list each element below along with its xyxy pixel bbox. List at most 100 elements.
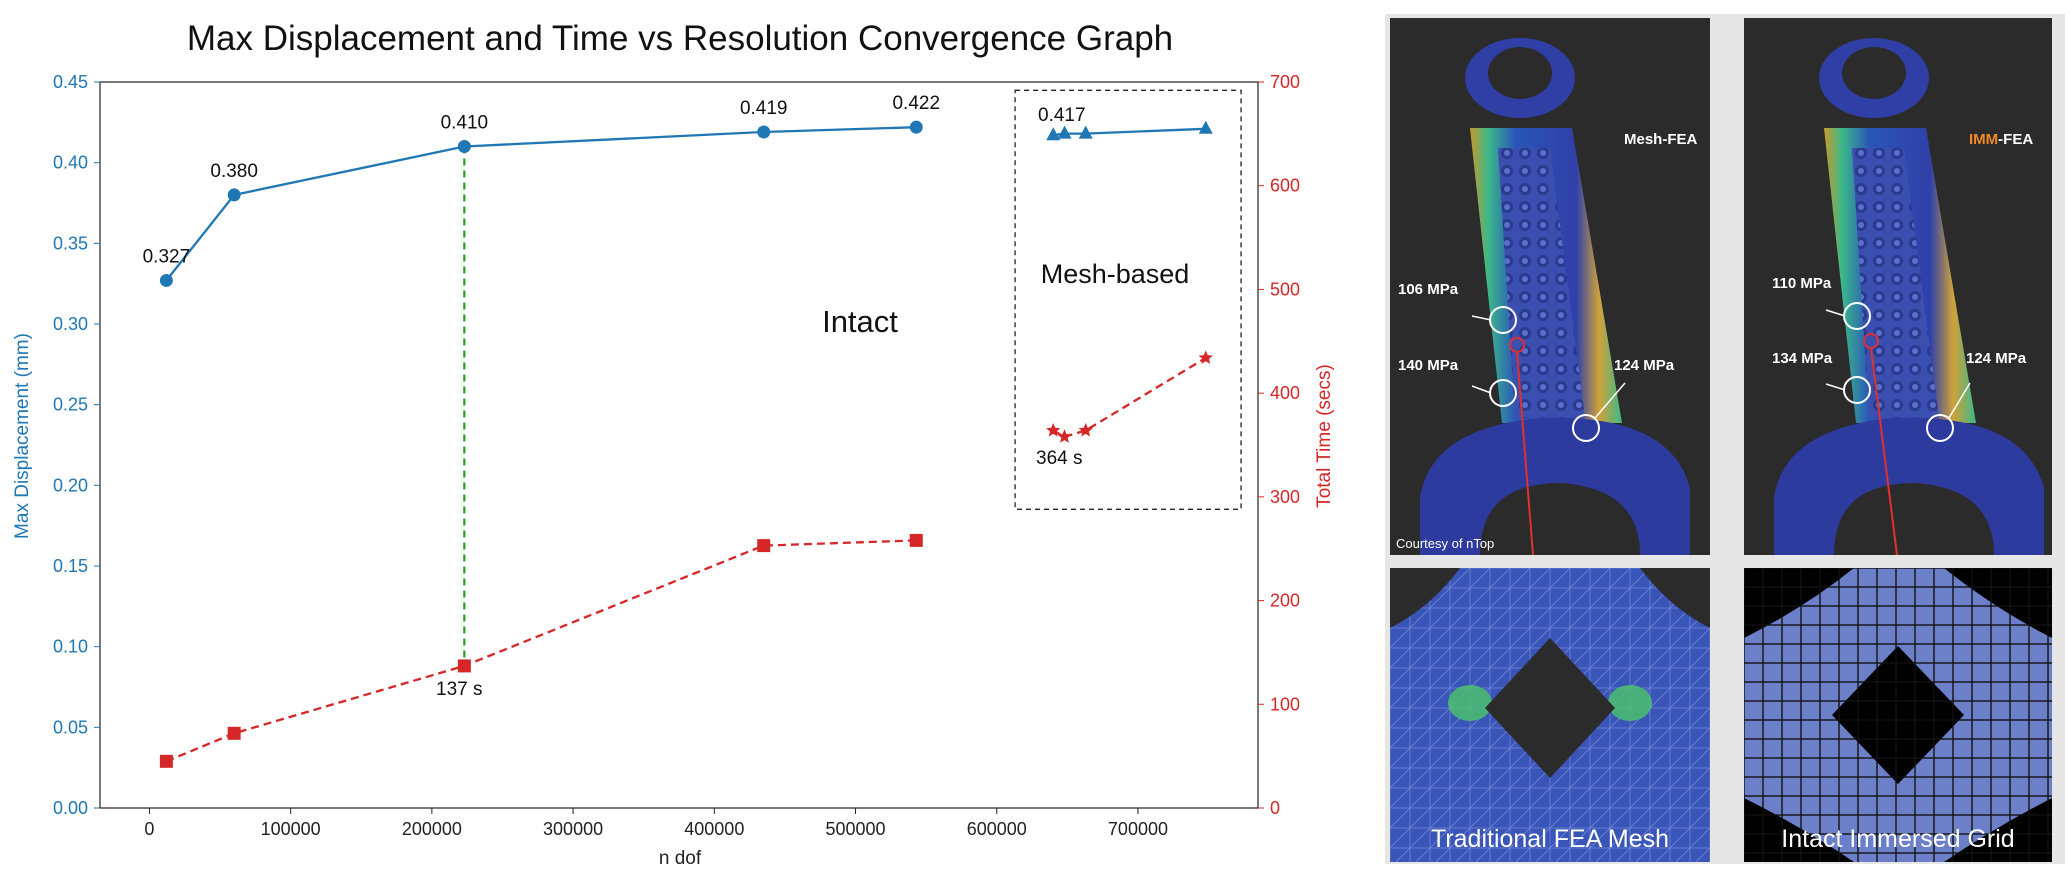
x-tick-label: 200000 (402, 819, 462, 839)
mesh-time-label: 364 s (1036, 448, 1082, 469)
rod-bore (1488, 47, 1552, 99)
y-tick-label-right: 0 (1270, 798, 1280, 818)
stress-label-2: 134 MPa (1772, 350, 1833, 367)
x-tick-label: 400000 (684, 819, 744, 839)
x-tick-label: 700000 (1108, 819, 1168, 839)
connecting-rod-render-mesh: 106 MPa 140 MPa 124 MPa Mesh-FEA Courtes… (1396, 38, 1698, 555)
method-label: IMM-FEA (1969, 131, 2033, 148)
x-tick-label: 100000 (261, 819, 321, 839)
series-line (1053, 127, 1206, 137)
x-tick-label: 0 (144, 819, 154, 839)
stress-label-3: 124 MPa (1966, 350, 2027, 367)
method-label-prefix: IMM (1969, 131, 1998, 148)
data-point-square (227, 726, 241, 740)
data-point-circle (457, 140, 471, 154)
method-label: Mesh-FEA (1624, 131, 1698, 148)
immersed-grid-caption: Intact Immersed Grid (1781, 825, 2015, 853)
x-axis-label: n dof (659, 848, 702, 869)
y-tick-label-right: 100 (1270, 694, 1300, 714)
y-axis-right-label: Total Time (secs) (1314, 364, 1335, 508)
x-tick-label: 500000 (825, 819, 885, 839)
intact-annotation: Intact (822, 304, 898, 339)
intact-time-label: 137 s (436, 679, 482, 700)
y-tick-label-left: 0.15 (53, 556, 88, 576)
y-tick-label-left: 0.40 (53, 153, 88, 173)
data-label: 0.327 (143, 246, 191, 267)
data-label: 0.380 (210, 161, 258, 182)
method-label-prefix: Mesh (1624, 131, 1662, 148)
y-tick-label-right: 200 (1270, 591, 1300, 611)
x-tick-label: 600000 (967, 819, 1027, 839)
rod-bore (1842, 47, 1906, 99)
chart-title: Max Displacement and Time vs Resolution … (187, 19, 1173, 58)
data-point-triangle (1046, 127, 1061, 141)
stress-label-3: 124 MPa (1614, 357, 1675, 374)
series-line (165, 539, 917, 763)
data-point-square (457, 659, 471, 673)
rod-big-end (1420, 417, 1690, 555)
y-axis-left-label: Max Displacement (mm) (12, 333, 33, 539)
y-tick-label-left: 0.05 (53, 717, 88, 737)
stress-marker-3 (1926, 414, 1954, 442)
stress-label-2: 140 MPa (1398, 357, 1459, 374)
data-point-square (909, 533, 923, 547)
y-tick-label-right: 700 (1270, 72, 1300, 92)
data-point-triangle (1057, 125, 1072, 139)
y-tick-label-left: 0.45 (53, 72, 88, 92)
y-tick-label-left: 0.35 (53, 233, 88, 253)
immersed-grid-zoom (1744, 568, 2052, 862)
rod-lattice (1852, 148, 1939, 418)
plot-frame (99, 81, 1259, 809)
data-point-circle (909, 120, 923, 134)
mesh-based-box (1014, 89, 1242, 510)
traditional-mesh-zoom (1390, 568, 1710, 862)
data-point-square (159, 754, 173, 768)
stress-marker-3 (1572, 414, 1600, 442)
mesh-fea-render-panel: 106 MPa 140 MPa 124 MPa Mesh-FEA Courtes… (1390, 18, 1710, 555)
rod-big-end (1774, 417, 2044, 555)
data-point-star (1198, 350, 1213, 364)
mesh-displacement-label: 0.417 (1038, 105, 1086, 126)
data-point-triangle (1198, 120, 1213, 134)
data-point-star (1057, 429, 1072, 443)
imm-fea-render-panel: 110 MPa 134 MPa 124 MPa IMM-FEA (1744, 18, 2052, 555)
stress-hotspot-left (1448, 685, 1492, 721)
method-label-suffix: -FEA (1662, 131, 1697, 148)
data-point-circle (159, 273, 173, 287)
convergence-chart: Max Displacement and Time vs Resolution … (12, 19, 1335, 869)
series-line (1052, 356, 1207, 438)
data-point-star (1046, 423, 1061, 437)
x-tick-label: 300000 (543, 819, 603, 839)
data-point-circle (757, 125, 771, 139)
series-line (165, 126, 917, 282)
connecting-rod-render-imm: 110 MPa 134 MPa 124 MPa IMM-FEA (1772, 38, 2044, 555)
data-point-square (757, 539, 771, 553)
lattice-cell-hole (1485, 638, 1615, 778)
stress-hotspot-right (1608, 685, 1652, 721)
y-tick-label-right: 300 (1270, 487, 1300, 507)
data-label: 0.422 (892, 93, 940, 114)
y-tick-label-right: 600 (1270, 176, 1300, 196)
stress-label-1: 110 MPa (1772, 275, 1832, 292)
traditional-mesh-zoom-panel: Traditional FEA Mesh (1390, 568, 1710, 862)
data-point-circle (227, 188, 241, 202)
immersed-grid-zoom-panel: Intact Immersed Grid (1744, 568, 2052, 862)
mesh-based-annotation: Mesh-based (1041, 259, 1190, 289)
zoom-arrow (1516, 351, 1534, 555)
data-point-triangle (1078, 125, 1093, 139)
data-label: 0.419 (740, 98, 788, 119)
traditional-mesh-caption: Traditional FEA Mesh (1430, 825, 1670, 853)
zoom-arrow (1870, 347, 1898, 555)
y-tick-label-right: 500 (1270, 279, 1300, 299)
data-label: 0.410 (441, 113, 489, 134)
data-point-star (1078, 423, 1093, 437)
y-tick-label-left: 0.20 (53, 475, 88, 495)
y-tick-label-left: 0.00 (53, 798, 88, 818)
y-tick-label-left: 0.10 (53, 637, 88, 657)
y-tick-label-right: 400 (1270, 383, 1300, 403)
method-label-suffix: -FEA (1998, 131, 2033, 148)
image-credit: Courtesy of nTop (1396, 536, 1494, 551)
stress-label-1: 106 MPa (1398, 281, 1459, 298)
y-tick-label-left: 0.25 (53, 395, 88, 415)
y-tick-label-left: 0.30 (53, 314, 88, 334)
